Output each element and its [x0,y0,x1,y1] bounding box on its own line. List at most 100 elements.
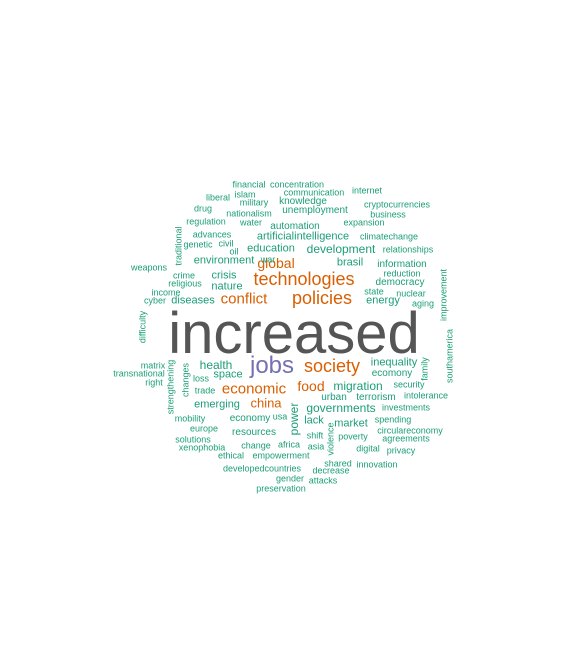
word-digital: digital [356,443,380,454]
word-matrix: matrix [140,360,166,371]
word-diseases: diseases [171,294,215,307]
word-regulation: regulation [186,216,226,227]
word-strengthening: strengthening [165,359,176,415]
word-business: business [370,209,406,220]
word-southamerica: southamerica [444,328,455,384]
word-migration: migration [333,379,383,393]
word-civil: civil [218,238,234,249]
word-crisis: crisis [211,269,237,282]
word-change: change [241,440,271,451]
word-improvement: improvement [438,268,449,322]
word-automation: automation [270,221,320,232]
word-global: global [257,255,295,271]
word-shift: shift [306,430,324,441]
word-attacks: attacks [308,475,338,486]
word-drug: drug [193,203,213,214]
word-preservation: preservation [256,483,306,494]
word-terrorism: terrorism [356,392,396,403]
word-genetic: genetic [183,239,213,250]
word-china: china [250,395,282,411]
word-relationships: relationships [382,244,434,255]
word-space: space [213,368,243,381]
word-asia: asia [307,441,325,452]
word-poverty: poverty [338,431,368,442]
word-power: power [287,402,301,436]
word-increased: increased [168,301,420,366]
word-inequality: inequality [370,356,418,369]
word-policies: policies [291,288,353,308]
word-war: war [260,254,276,265]
word-nature: nature [211,280,243,293]
word-artificialintelligence: artificialintelligence [256,230,350,243]
word-traditional: traditional [173,226,184,266]
word-climatechange: climatechange [359,231,419,242]
word-usa: usa [272,411,288,422]
word-lack: lack [304,414,324,427]
word-mobility: mobility [174,413,206,424]
word-loss: loss [192,373,210,384]
word-trade: trade [194,385,216,396]
word-difficulty: difficulty [137,310,148,344]
word-religious: religious [168,278,202,289]
word-military: military [239,197,269,208]
word-development: development [306,242,376,256]
word-empowerment: empowerment [252,450,310,461]
word-health: health [199,358,233,372]
word-energy: energy [366,294,400,307]
word-resources: resources [232,427,276,438]
word-technologies: technologies [253,269,355,289]
word-crime: crime [173,270,195,281]
word-right: right [145,377,163,388]
word-environment: environment [193,254,255,267]
word-weapons: weapons [130,262,168,273]
word-water: water [239,217,263,228]
word-africa: africa [277,439,301,450]
word-circulareconomy: circulareconomy [377,425,443,436]
word-nationalism: nationalism [226,208,272,219]
word-internet: internet [351,185,383,196]
word-income: income [151,287,181,298]
word-information: information [377,259,427,270]
word-intolerance: intolerance [403,390,449,401]
word-oil: oil [229,246,239,257]
word-reduction: reduction [383,268,421,279]
word-islam: islam [234,189,256,200]
word-conflict: conflict [220,290,268,308]
word-cyber: cyber [143,295,167,306]
word-governments: governments [306,401,376,415]
word-decrease: decrease [312,465,350,476]
word-brasil: brasil [336,256,364,269]
word-state: state [364,286,384,297]
word-liberal: liberal [205,192,231,203]
word-shared: shared [324,458,352,469]
word-urban: urban [321,392,347,403]
word-market: market [334,417,368,430]
word-financial: financial [232,179,266,190]
word-aging: aging [411,298,435,309]
word-knowledge: knowledge [279,196,327,207]
word-violence: violence [325,422,336,456]
word-democracy: democracy [375,277,425,288]
word-gender: gender [275,473,305,484]
word-spending: spending [374,414,412,425]
word-economy: economy [229,413,271,424]
word-concentration: concentration [269,179,325,190]
word-society: society [303,356,361,376]
word-developedcountries: developedcountries [222,463,302,474]
word-transnational: transnational [113,368,165,379]
word-jobs: jobs [249,352,295,379]
word-unemployment: unemployment [282,205,348,216]
word-ethical: ethical [217,450,245,461]
word-emerging: emerging [194,398,240,411]
word-education: education [247,242,295,255]
word-expansion: expansion [343,217,385,228]
word-family: family [419,357,430,381]
word-xenophobia: xenophobia [178,442,226,453]
word-advances: advances [192,229,232,240]
word-security: security [393,379,425,390]
word-economic: economic [221,380,287,398]
word-privacy: privacy [386,445,416,456]
word-europe: europe [189,423,219,434]
word-changes: changes [180,362,191,398]
